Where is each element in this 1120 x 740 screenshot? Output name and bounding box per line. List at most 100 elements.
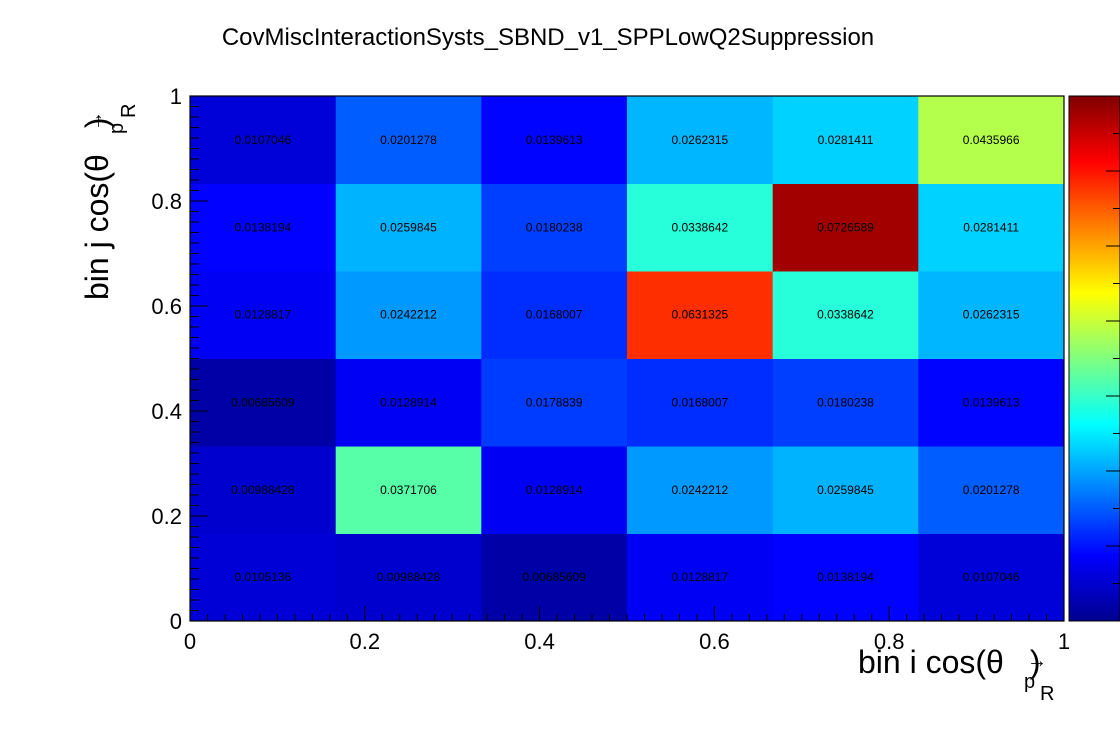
heatmap-cell [335, 533, 482, 622]
heatmap-cell [772, 446, 919, 534]
heatmap-cell [481, 533, 628, 622]
y-axis-label-close: ) [79, 118, 115, 129]
heatmap-cell [481, 446, 628, 534]
heatmap-cell [772, 533, 919, 622]
cell-value-label: 0.0242212 [671, 483, 728, 497]
y-tick-label: 0.6 [151, 294, 182, 319]
heatmap-cell [481, 270, 628, 359]
heatmap-cells [190, 96, 1065, 622]
cell-value-label: 0.0259845 [380, 220, 437, 234]
cell-value-label: 0.0262315 [671, 133, 728, 147]
cell-value-label: 0.0107046 [963, 570, 1020, 584]
heatmap-cell [772, 96, 919, 185]
chart-title: CovMiscInteractionSysts_SBND_v1_SPPLowQ2… [222, 24, 874, 51]
cell-value-label: 0.0139613 [526, 133, 583, 147]
svg-text:bin j cos(θ): bin j cos(θ) [79, 118, 115, 301]
heatmap-cell [190, 358, 337, 447]
cell-value-label: 0.0338642 [817, 308, 874, 322]
y-axis-label: bin j cos(θ) → p R [79, 104, 140, 300]
y-axis-label-arrow: → [85, 111, 107, 131]
x-axis-label-sub: p [1024, 671, 1035, 693]
x-axis-label-main: bin i cos(θ [858, 644, 1004, 680]
cell-value-label: 0.0139613 [963, 395, 1020, 409]
y-tick-label: 0.2 [151, 504, 182, 529]
cell-value-label: 0.0259845 [817, 483, 874, 497]
heatmap-cell [335, 183, 482, 272]
cell-value-label: 0.0180238 [526, 220, 583, 234]
heatmap-cell [627, 96, 774, 185]
heatmap-cell [627, 270, 774, 359]
y-tick-label: 1 [170, 84, 182, 109]
x-axis-label-close: ) [1030, 644, 1041, 680]
heatmap-cell [190, 183, 337, 272]
heatmap-cell [918, 183, 1065, 272]
heatmap-cell [190, 270, 337, 359]
cell-value-label: 0.0128914 [380, 395, 437, 409]
heatmap-cell [772, 358, 919, 447]
heatmap-cell [772, 183, 919, 272]
cell-value-label: 0.0201278 [963, 483, 1020, 497]
x-tick-label: 0.6 [699, 629, 730, 654]
x-axis-label-sub2: R [1040, 683, 1054, 705]
x-tick-label: 1 [1058, 629, 1070, 654]
cell-value-label: 0.0168007 [671, 395, 728, 409]
x-tick-label: 0 [184, 629, 196, 654]
color-scale-gradient [1068, 95, 1120, 622]
heatmap-cell [772, 270, 919, 359]
cell-value-label: 0.0201278 [380, 133, 437, 147]
heatmap-cell [335, 96, 482, 185]
x-axis: 0 0.2 0.4 0.6 0.8 1 [184, 606, 1070, 654]
heatmap-cell [335, 358, 482, 447]
cell-value-label: 0.00685609 [522, 570, 586, 584]
y-axis-label-sub: p [106, 123, 128, 134]
heatmap-cell [627, 358, 774, 447]
cell-value-label: 0.00988428 [231, 483, 295, 497]
heatmap-cell [918, 446, 1065, 534]
cell-value-label: 0.0107046 [234, 133, 291, 147]
x-tick-label: 0.2 [350, 629, 381, 654]
cell-value-label: 0.00685609 [231, 395, 295, 409]
cell-value-label: 0.0338642 [671, 220, 728, 234]
y-axis-label-main: bin j cos(θ [79, 154, 115, 300]
cell-value-label: 0.0371706 [380, 483, 437, 497]
y-tick-label: 0.8 [151, 189, 182, 214]
color-scale-ticks [1106, 95, 1120, 622]
heatmap-cell [627, 183, 774, 272]
y-tick-label: 0.4 [151, 399, 182, 424]
heatmap-cell [627, 446, 774, 534]
cell-value-label: 0.0128817 [234, 308, 291, 322]
cell-value-label: 0.0281411 [963, 220, 1019, 234]
heatmap-cell [918, 533, 1065, 622]
cell-value-label: 0.0435966 [963, 133, 1020, 147]
y-axis: 0 0.2 0.4 0.6 0.8 1 [151, 84, 208, 634]
heatmap-cell [918, 270, 1065, 359]
heatmap-cell [190, 446, 337, 534]
svg-text:bin i cos(θ): bin i cos(θ) [858, 644, 1041, 680]
cell-value-label: 0.0168007 [526, 308, 583, 322]
x-axis-label-arrow: → [1027, 650, 1047, 672]
heatmap-cell [627, 533, 774, 622]
heatmap-cell [481, 358, 628, 447]
heatmap-cell [335, 446, 482, 534]
cell-value-label: 0.0178839 [526, 395, 583, 409]
x-tick-label: 0.8 [874, 629, 905, 654]
cell-value-label: 0.0631325 [671, 308, 728, 322]
y-axis-label-sub2: R [118, 104, 140, 118]
cell-value-label: 0.0128817 [671, 570, 728, 584]
heatmap-cell [918, 96, 1065, 185]
color-scale-bar [1068, 95, 1120, 622]
cell-value-label: 0.0105136 [234, 570, 291, 584]
cell-value-label: 0.00988428 [377, 570, 441, 584]
cell-value-labels: 0.0105136 0.00988428 0.00685609 0.0128817 0.… [231, 133, 1020, 584]
x-tick-label: 0.4 [524, 629, 555, 654]
heatmap-cell [335, 270, 482, 359]
cell-value-label: 0.0180238 [817, 395, 874, 409]
heatmap-cell [190, 96, 337, 185]
heatmap-cell [918, 358, 1065, 447]
heatmap-cell [481, 96, 628, 185]
cell-value-label: 0.0138194 [234, 220, 291, 234]
cell-value-label: 0.0128914 [526, 483, 583, 497]
heatmap-cell [481, 183, 628, 272]
cell-value-label: 0.0138194 [817, 570, 874, 584]
